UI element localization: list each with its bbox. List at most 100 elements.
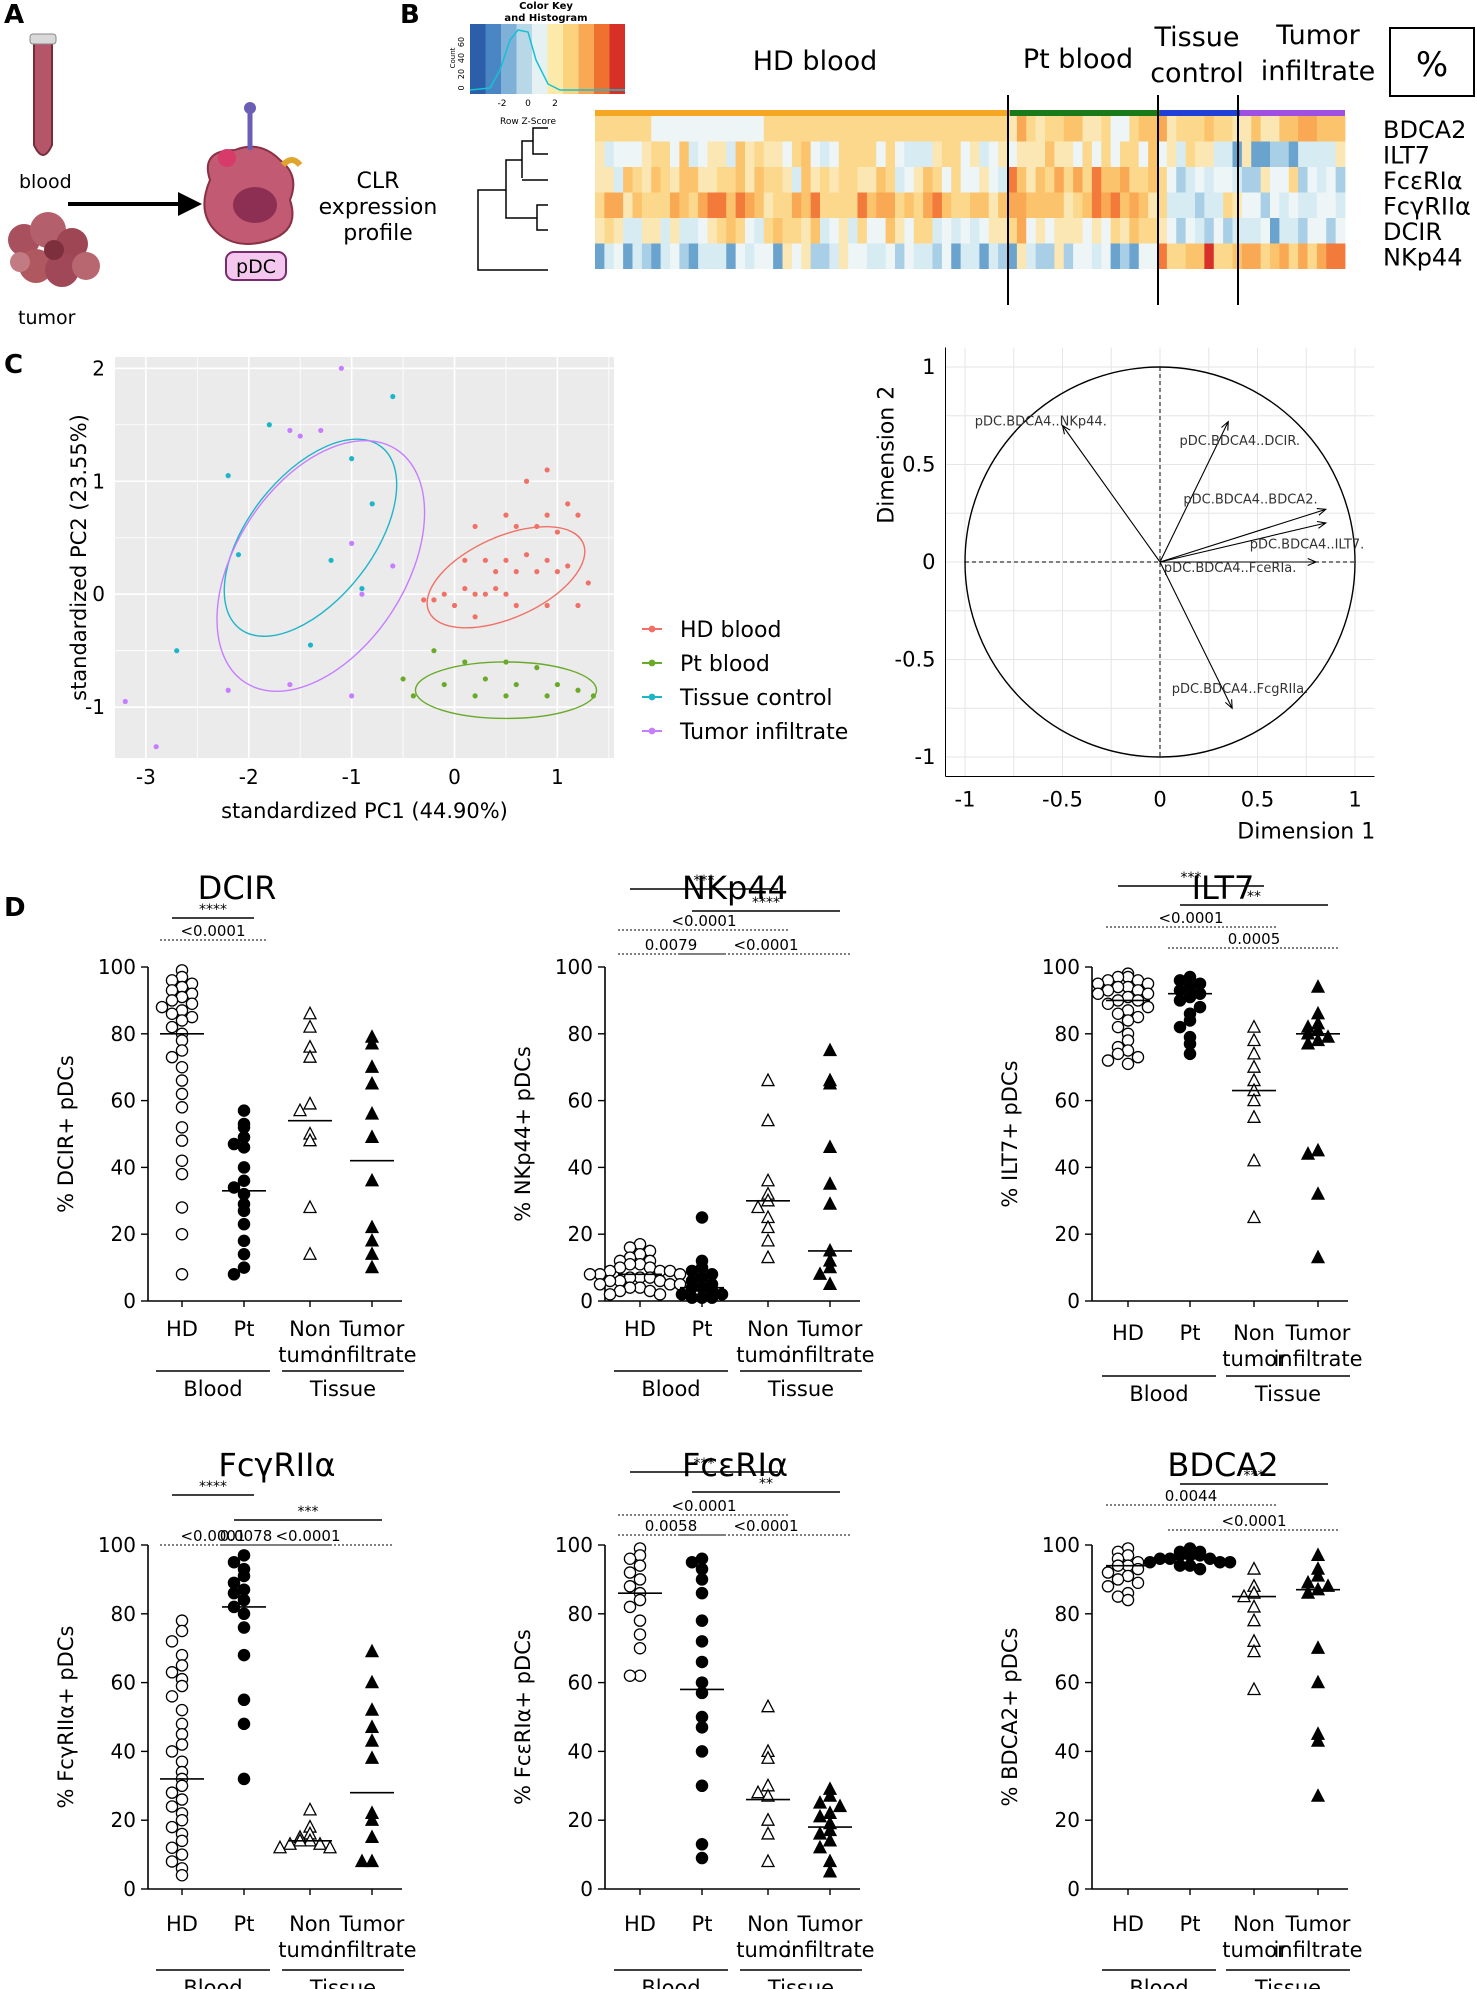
dotplot-sig-label: <0.0001 [275, 1527, 340, 1545]
dotplot-category-label: Tumor [797, 1317, 863, 1341]
pca-xlabel: standardized PC1 (44.90%) [221, 799, 508, 823]
dotplot-ylabel: % DCIR+ pDCs [54, 1055, 78, 1213]
pca-point [554, 681, 561, 688]
color-key-ytick: 0 [457, 85, 466, 90]
dotplot-point [237, 1593, 251, 1607]
clr-line-1: CLR [357, 169, 400, 194]
pca-point [503, 693, 509, 699]
dotplot-point [364, 1853, 380, 1868]
dotplot-point [1320, 1578, 1336, 1592]
heatmap-group-bar [1240, 110, 1345, 116]
dotplot-point [175, 1624, 189, 1638]
pca-point [390, 563, 396, 569]
dotplot-ytick: 100 [98, 1533, 136, 1557]
pca-legend-label: Pt blood [680, 652, 770, 677]
pca-var-ylabel: Dimension 2 [875, 386, 900, 524]
pca-point [338, 365, 344, 371]
heatmap-header-tumor-2: infiltrate [1261, 56, 1376, 87]
dotplot-point [364, 1259, 380, 1274]
dotplot-point [822, 1042, 838, 1057]
heatmap-group-bar [595, 110, 1010, 116]
dotplot-point [175, 1268, 189, 1281]
pca-point [349, 456, 355, 462]
dotplot-point [1246, 1019, 1262, 1033]
pca-var-arrow [1159, 522, 1326, 563]
dotplot-point [1246, 1599, 1262, 1613]
heatmap-group-bar [1160, 110, 1240, 116]
dotplot-point [760, 1249, 776, 1264]
dotplot-sig-label: *** [694, 873, 715, 889]
dotplot-point [237, 1621, 251, 1634]
dotplot-point [695, 1211, 709, 1224]
dotplot-point [1310, 1568, 1326, 1582]
pca-var-label: pDC.BDCA4..DCIR. [1180, 434, 1301, 449]
dotplot-point [237, 1204, 251, 1218]
dotplot-title: BDCA2 [1167, 1446, 1278, 1484]
dotplot-category-label: infiltrate [327, 1938, 416, 1962]
dotplot-point [175, 1014, 189, 1027]
pca-individuals-plot: -3 -2 -1 0 1 -1 0 1 2 standardized PC1 (44.90%) st… [67, 356, 848, 823]
dotplot-point [1246, 1585, 1262, 1599]
percent-box-label: % [1416, 45, 1448, 85]
dotplot-point [175, 1614, 189, 1627]
dotplot-point [1246, 1612, 1262, 1627]
tumor-label: tumor [18, 307, 76, 329]
color-key-tick: 0 [525, 99, 531, 109]
dotplot-point [165, 1745, 179, 1758]
pca-point [472, 693, 478, 699]
pca-legend-dot [648, 727, 656, 735]
color-key-title-2: and Histogram [504, 13, 587, 24]
dotplot-ytick: 80 [111, 1602, 136, 1626]
dotplot-point [364, 1643, 380, 1658]
dotplot-dcir: DCIR 0 20 40 60 80 100 % DCIR+ pDCs **** <0.0001 H… [54, 869, 417, 1401]
dotplot-point [175, 1134, 189, 1147]
dotplot-ytick: 100 [1042, 1533, 1080, 1557]
dotplot-ytick: 60 [111, 1671, 136, 1695]
dotplot-point [1246, 1092, 1262, 1107]
dotplot-point [175, 1679, 189, 1693]
dotplot-category-label: tumor [278, 1343, 342, 1367]
dotplot-point [583, 1268, 597, 1281]
dotplot-point [1121, 1593, 1135, 1607]
pca-var-xtick: 0 [1153, 788, 1166, 812]
dotplot-point [1300, 1035, 1316, 1050]
color-key-ytick: 40 [457, 53, 466, 63]
dotplot-point [1310, 1733, 1326, 1747]
color-key-swatch [501, 24, 517, 94]
dotplot-point [155, 1000, 169, 1014]
dotplot-point [760, 1219, 776, 1234]
pca-point [441, 591, 447, 597]
pca-point [503, 557, 509, 563]
dotplot-category-label: HD [1112, 1912, 1144, 1936]
pca-xtick: 1 [551, 765, 564, 789]
pca-point [503, 659, 509, 665]
dotplot-point [165, 1841, 179, 1854]
dotplot-ytick: 20 [111, 1222, 136, 1246]
dotplot-point [1310, 1547, 1326, 1561]
arrow-right-icon [68, 192, 202, 216]
dotplot-point [282, 1836, 298, 1850]
dotplot-point [1131, 1050, 1145, 1064]
dotplot-point [237, 1141, 251, 1154]
panel-letter-b: B [400, 0, 420, 30]
dotplot-point [227, 1268, 241, 1281]
dotplot-point [633, 1573, 647, 1586]
dotplot-point [1101, 1054, 1115, 1067]
pca-ylabel: standardized PC2 (23.55%) [67, 414, 91, 701]
dotplot-sig-label: ** [1247, 889, 1261, 905]
dotplot-point [760, 1232, 776, 1247]
pca-xtick: -2 [239, 765, 259, 789]
dotplot-point [812, 1839, 828, 1854]
pca-legend-label: HD blood [680, 618, 781, 643]
clr-line-3: profile [343, 221, 413, 246]
pca-point [266, 422, 272, 428]
dotplot-point [312, 1836, 328, 1850]
pca-var-xtick: 0.5 [1241, 788, 1274, 812]
dotplot-category-label: infiltrate [785, 1938, 874, 1962]
pca-point [585, 580, 591, 586]
pca-point [575, 687, 581, 693]
pca-point [287, 681, 293, 688]
dotplot-sig-label: **** [199, 1479, 227, 1495]
